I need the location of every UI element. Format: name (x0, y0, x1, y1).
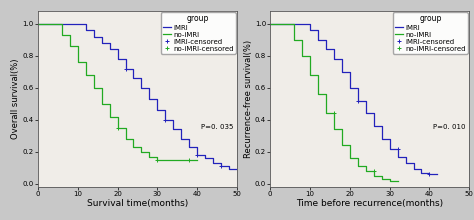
Legend: iMRI, no-iMRI, iMRI-censored, no-iMRI-censored: iMRI, no-iMRI, iMRI-censored, no-iMRI-ce… (161, 12, 236, 54)
Text: P=0. 010: P=0. 010 (433, 124, 465, 130)
X-axis label: Time before recurrence(months): Time before recurrence(months) (296, 199, 443, 208)
X-axis label: Survival time(months): Survival time(months) (87, 199, 188, 208)
Y-axis label: Overall survival(%): Overall survival(%) (11, 59, 20, 139)
Legend: iMRI, no-iMRI, iMRI-censored, no-iMRI-censored: iMRI, no-iMRI, iMRI-censored, no-iMRI-ce… (393, 12, 468, 54)
Text: P=0. 035: P=0. 035 (201, 124, 233, 130)
Y-axis label: Recurrence-free survival(%): Recurrence-free survival(%) (244, 40, 253, 158)
